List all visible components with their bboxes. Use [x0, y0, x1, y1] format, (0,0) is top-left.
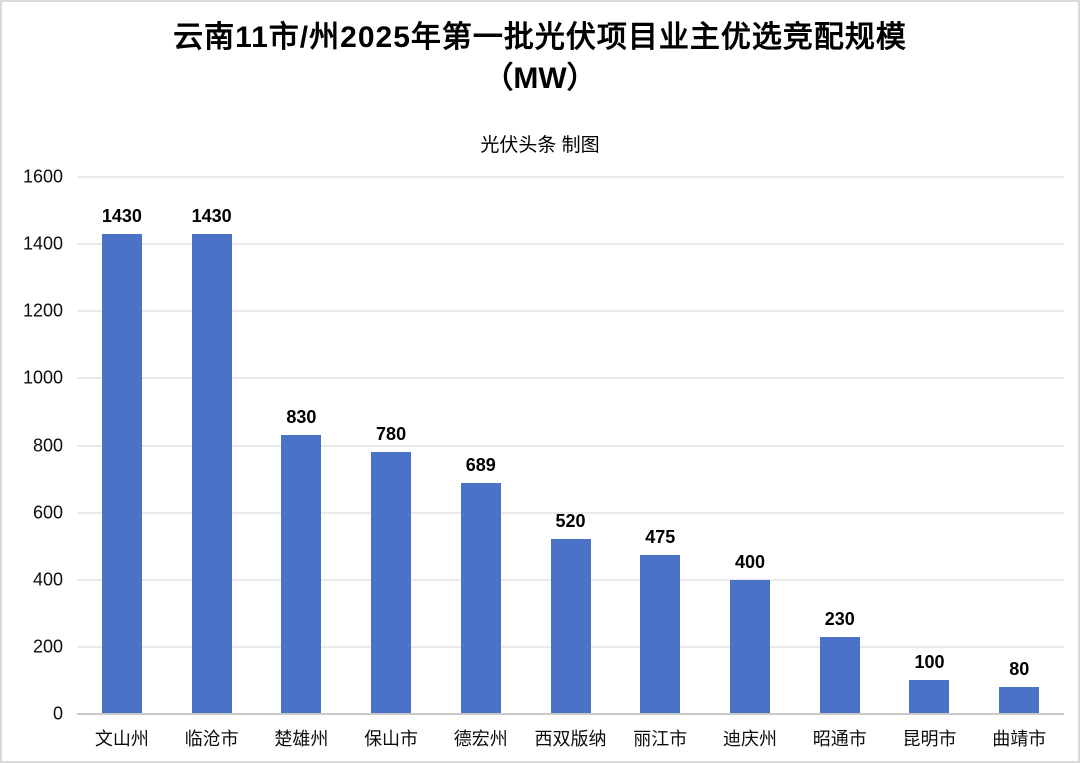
gridline [77, 176, 1064, 178]
bar [371, 452, 412, 714]
x-axis-category-label: 楚雄州 [274, 729, 329, 749]
bar-value-label: 230 [824, 608, 855, 629]
bar-column: 830 楚雄州 [256, 177, 346, 749]
gridline [77, 511, 1064, 514]
gridline [77, 243, 1064, 246]
bar-value-label: 100 [914, 652, 945, 673]
bar [909, 680, 950, 714]
y-axis-tick-label: 400 [32, 569, 63, 590]
bar [460, 482, 501, 714]
bar [191, 234, 232, 714]
bar-column: 1430 文山州 [77, 177, 167, 749]
bar-column: 230 昭通市 [795, 177, 885, 749]
bar-column: 689 德宏州 [436, 177, 526, 749]
y-axis-tick-label: 0 [52, 703, 63, 724]
x-axis-category-label: 文山州 [94, 729, 149, 749]
y-axis-tick-label: 600 [32, 502, 63, 523]
bar-column: 780 保山市 [346, 177, 436, 749]
y-axis-tick-label: 1000 [22, 367, 63, 388]
y-axis-tick-label: 1400 [22, 233, 63, 254]
bar [101, 234, 142, 714]
gridline [77, 444, 1064, 447]
chart-title-unit: （MW） [483, 62, 597, 95]
x-axis-category-label: 保山市 [364, 729, 419, 749]
bar [550, 539, 591, 714]
bar [999, 687, 1040, 714]
bar [819, 636, 860, 714]
bar-value-label: 1430 [191, 206, 232, 227]
bar [730, 579, 770, 714]
x-axis-category-label: 临沧市 [184, 729, 239, 749]
plot-area: 0 200 400 600 800 1000 1200 1400 1600 1430 文山州 1430… [23, 167, 1064, 749]
bar-columns: 1430 文山州 1430 临沧市 830 楚雄州 780 保山市 689 德宏州 520 西双版纳 4… [77, 177, 1064, 749]
x-axis-category-label: 丽江市 [633, 729, 688, 749]
bar-value-label: 400 [734, 551, 766, 572]
bar-column: 520 西双版纳 [526, 177, 616, 749]
bar-column: 1430 临沧市 [167, 177, 257, 749]
y-axis-tick-label: 200 [32, 636, 63, 657]
bar-column: 100 昆明市 [885, 177, 975, 749]
x-axis-category-label: 昆明市 [902, 729, 957, 749]
bar-column: 400 迪庆州 [705, 177, 795, 749]
bar-column: 80 曲靖市 [974, 177, 1064, 749]
x-axis-category-label: 德宏州 [453, 729, 508, 749]
chart-subtitle: 光伏头条 制图 [480, 135, 600, 156]
bar-value-label: 780 [376, 424, 407, 445]
x-axis-line [77, 713, 1064, 715]
bar-value-label: 80 [1009, 659, 1030, 680]
chart-title: 云南11市/州2025年第一批光伏项目业主优选竞配规模 [173, 21, 907, 54]
bar-value-label: 520 [555, 511, 586, 532]
gridline [77, 377, 1064, 380]
bar-value-label: 475 [645, 526, 676, 547]
y-axis-tick-label: 800 [32, 435, 63, 455]
x-axis-category-label: 迪庆州 [723, 729, 777, 749]
x-axis-category-label: 昭通市 [812, 729, 867, 749]
y-axis-tick-label: 1200 [22, 300, 63, 321]
bar-column: 475 丽江市 [615, 177, 705, 749]
gridline [77, 310, 1064, 313]
bar-value-label: 830 [286, 407, 317, 428]
bar [640, 554, 681, 714]
y-axis-tick-label: 1600 [22, 166, 63, 187]
bar-value-label: 1430 [101, 206, 142, 227]
x-axis-category-label: 曲靖市 [992, 729, 1047, 749]
x-axis-category-label: 西双版纳 [534, 729, 607, 749]
bar [281, 435, 322, 714]
bar-value-label: 689 [465, 454, 496, 475]
